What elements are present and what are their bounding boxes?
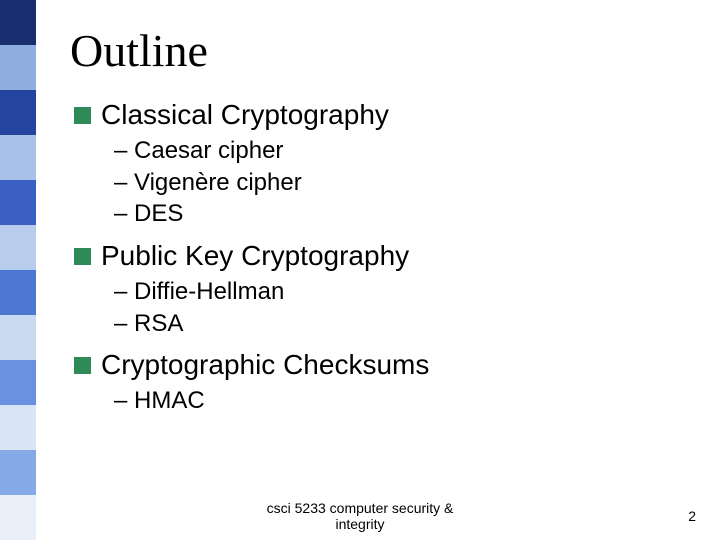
sidebar-segment — [0, 315, 36, 360]
topic-text: Cryptographic Checksums — [101, 349, 429, 381]
sidebar-segment — [0, 90, 36, 135]
sidebar-segment — [0, 135, 36, 180]
sidebar-segment — [0, 180, 36, 225]
slide-footer: csci 5233 computer security & integrity — [0, 500, 720, 532]
page-number: 2 — [688, 508, 696, 524]
sidebar-segment — [0, 0, 36, 45]
subtopics: – Diffie-Hellman– RSA — [114, 276, 690, 339]
sidebar-segment — [0, 270, 36, 315]
subtopic-line: – RSA — [114, 308, 690, 340]
sidebar-segment — [0, 405, 36, 450]
slide-title: Outline — [70, 24, 690, 77]
sidebar-segment — [0, 45, 36, 90]
subtopic-line: – Vigenère cipher — [114, 167, 690, 199]
topic-line: Public Key Cryptography — [74, 240, 690, 272]
subtopics: – Caesar cipher– Vigenère cipher– DES — [114, 135, 690, 230]
topic-text: Classical Cryptography — [101, 99, 389, 131]
square-bullet-icon — [74, 357, 91, 374]
square-bullet-icon — [74, 107, 91, 124]
footer-line-2: integrity — [0, 516, 720, 532]
subtopic-line: – HMAC — [114, 385, 690, 417]
topic: Cryptographic Checksums – HMAC — [70, 349, 690, 417]
subtopic-line: – DES — [114, 198, 690, 230]
slide-content: Outline Classical Cryptography – Caesar c… — [70, 24, 690, 427]
topic-text: Public Key Cryptography — [101, 240, 409, 272]
topics-list: Classical Cryptography – Caesar cipher– V… — [70, 99, 690, 417]
sidebar-segment — [0, 450, 36, 495]
topic: Classical Cryptography – Caesar cipher– V… — [70, 99, 690, 230]
topic: Public Key Cryptography – Diffie-Hellman–… — [70, 240, 690, 339]
sidebar-segment — [0, 225, 36, 270]
topic-line: Classical Cryptography — [74, 99, 690, 131]
sidebar-segment — [0, 360, 36, 405]
topic-line: Cryptographic Checksums — [74, 349, 690, 381]
subtopics: – HMAC — [114, 385, 690, 417]
decorative-sidebar — [0, 0, 36, 540]
subtopic-line: – Caesar cipher — [114, 135, 690, 167]
subtopic-line: – Diffie-Hellman — [114, 276, 690, 308]
footer-line-1: csci 5233 computer security & — [0, 500, 720, 516]
square-bullet-icon — [74, 248, 91, 265]
